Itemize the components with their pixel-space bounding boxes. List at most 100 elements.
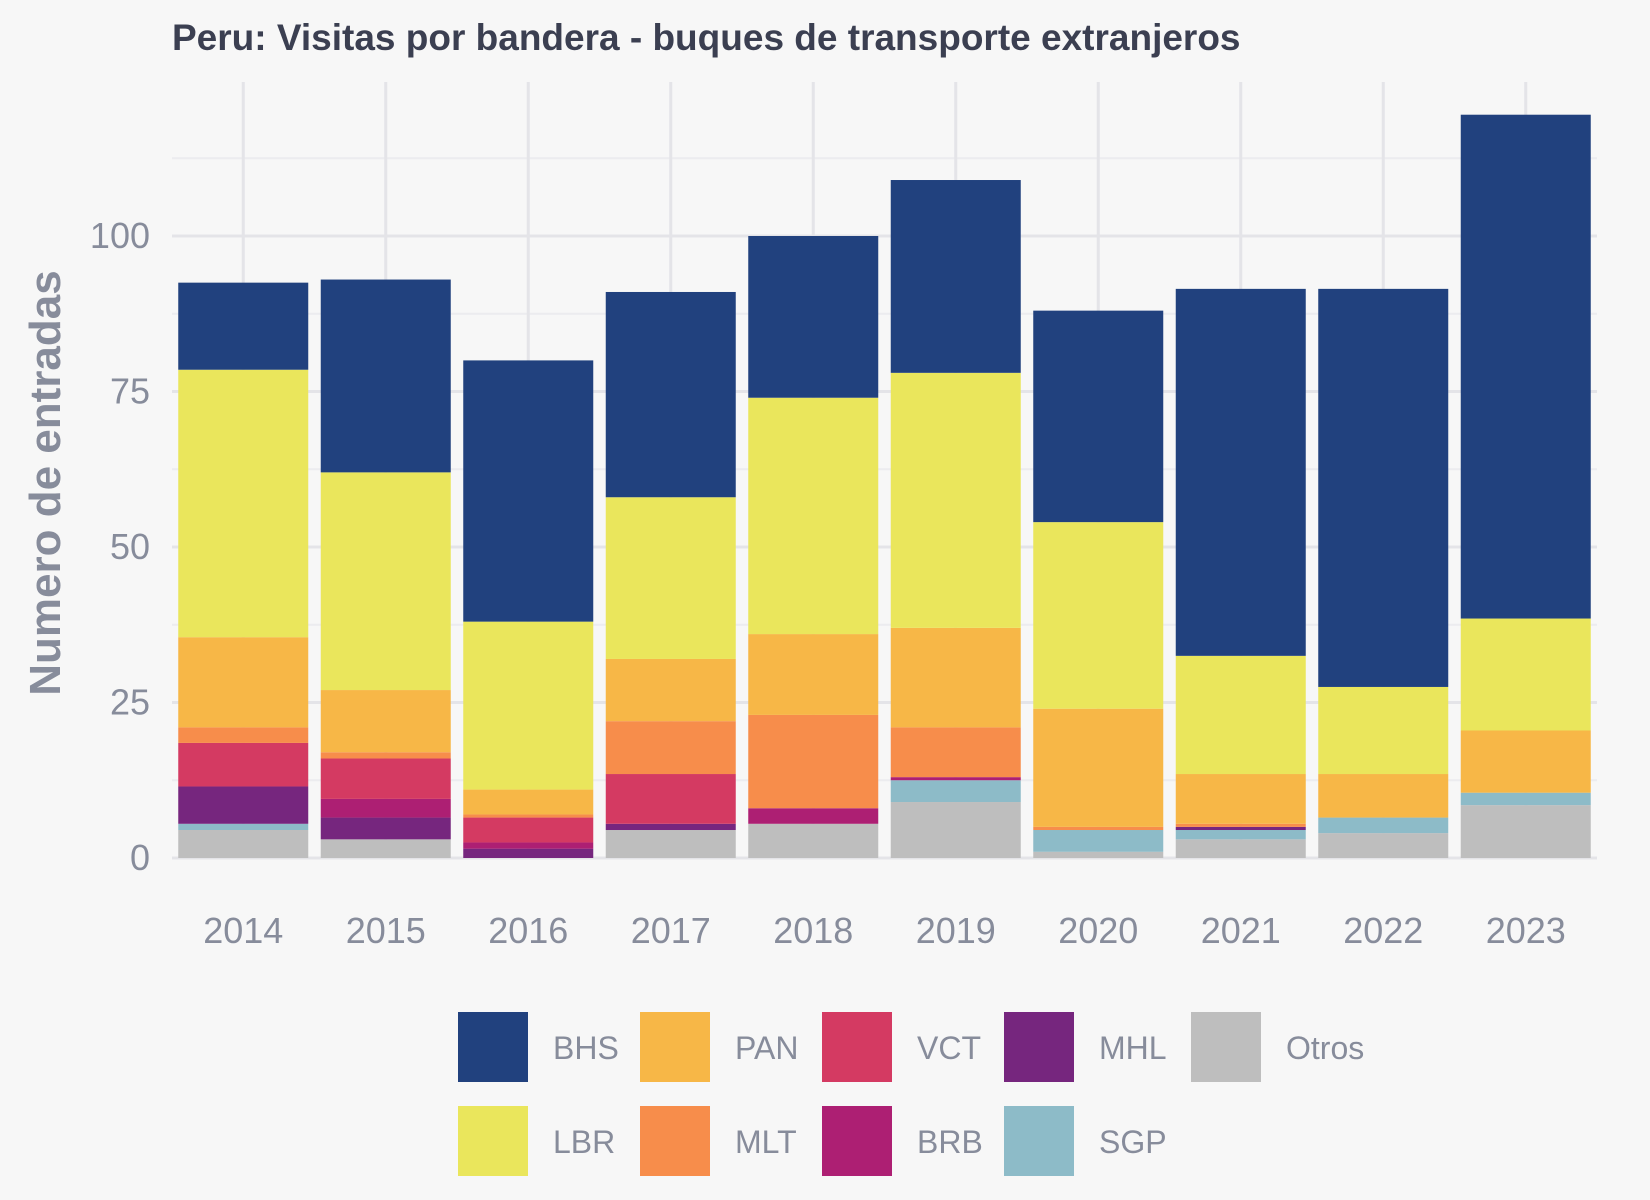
bar-segment-pan-2022 bbox=[1318, 774, 1449, 818]
bar-segment-pan-2016 bbox=[463, 789, 594, 815]
bar-segment-otros-2017 bbox=[605, 830, 736, 858]
chart-title: Peru: Visitas por bandera - buques de tr… bbox=[172, 17, 1241, 58]
legend-swatch-vct bbox=[822, 1012, 892, 1082]
y-tick-label: 75 bbox=[110, 371, 150, 412]
bar-segment-lbr-2018 bbox=[748, 397, 879, 635]
bar-segment-sgp-2021 bbox=[1175, 830, 1306, 840]
bar-segment-sgp-2014 bbox=[178, 823, 309, 831]
legend-label-mhl: MHL bbox=[1099, 1030, 1167, 1066]
legend-label-vct: VCT bbox=[917, 1030, 981, 1066]
bar-segment-pan-2021 bbox=[1175, 774, 1306, 824]
bar-segment-mlt-2014 bbox=[178, 727, 309, 743]
x-tick-label: 2019 bbox=[916, 910, 996, 951]
legend-swatch-pan bbox=[640, 1012, 710, 1082]
bar-segment-brb-2019 bbox=[890, 777, 1021, 781]
bar-segment-vct-2015 bbox=[320, 758, 451, 799]
legend-label-bhs: BHS bbox=[553, 1030, 619, 1066]
bar-segment-otros-2020 bbox=[1033, 851, 1164, 858]
bar-segment-lbr-2022 bbox=[1318, 686, 1449, 775]
bar-segment-bhs-2022 bbox=[1318, 288, 1449, 687]
legend: BHS PAN VCT MHL Otros LBR MLT BRB SGP bbox=[458, 1012, 1364, 1176]
bar-segment-lbr-2021 bbox=[1175, 655, 1306, 775]
bar-segment-mlt-2020 bbox=[1033, 826, 1164, 831]
bar-segment-mhl-2015 bbox=[320, 817, 451, 840]
x-tick-label: 2023 bbox=[1486, 910, 1566, 951]
legend-swatch-otros bbox=[1191, 1012, 1261, 1082]
bar-segment-lbr-2015 bbox=[320, 472, 451, 691]
bar-segment-mlt-2016 bbox=[463, 814, 594, 818]
x-tick-label: 2021 bbox=[1201, 910, 1281, 951]
bar-segment-pan-2020 bbox=[1033, 708, 1164, 827]
x-tick-label: 2017 bbox=[631, 910, 711, 951]
bar-segment-bhs-2023 bbox=[1460, 114, 1591, 619]
bar-segment-otros-2014 bbox=[178, 830, 309, 858]
y-tick-label: 50 bbox=[110, 526, 150, 567]
bar-segment-brb-2018 bbox=[748, 808, 879, 824]
x-tick-label: 2014 bbox=[203, 910, 283, 951]
bar-segment-pan-2015 bbox=[320, 690, 451, 753]
bar-segment-lbr-2014 bbox=[178, 369, 309, 638]
x-tick-label: 2016 bbox=[488, 910, 568, 951]
bar-segment-lbr-2016 bbox=[463, 621, 594, 790]
x-tick-label: 2015 bbox=[346, 910, 426, 951]
bar-segment-bhs-2016 bbox=[463, 360, 594, 622]
bar-segment-bhs-2014 bbox=[178, 282, 309, 370]
bar-segment-bhs-2017 bbox=[605, 291, 736, 498]
legend-swatch-mhl bbox=[1004, 1012, 1074, 1082]
bar-segment-brb-2016 bbox=[463, 842, 594, 849]
y-tick-label: 0 bbox=[130, 837, 150, 878]
bar-segment-mhl-2014 bbox=[178, 786, 309, 824]
bar-segment-lbr-2019 bbox=[890, 372, 1021, 628]
legend-label-brb: BRB bbox=[917, 1124, 983, 1160]
legend-label-otros: Otros bbox=[1286, 1030, 1364, 1066]
legend-swatch-brb bbox=[822, 1106, 892, 1176]
bar-segment-bhs-2015 bbox=[320, 279, 451, 473]
bar-segment-bhs-2021 bbox=[1175, 288, 1306, 656]
bar-segment-pan-2023 bbox=[1460, 730, 1591, 793]
bar-segment-otros-2022 bbox=[1318, 833, 1449, 858]
legend-swatch-sgp bbox=[1004, 1106, 1074, 1176]
bar-segment-sgp-2019 bbox=[890, 780, 1021, 803]
y-tick-label: 100 bbox=[90, 215, 150, 256]
bar-segment-otros-2018 bbox=[748, 823, 879, 858]
bar-segment-sgp-2023 bbox=[1460, 792, 1591, 806]
legend-label-pan: PAN bbox=[735, 1030, 798, 1066]
bar-segment-otros-2021 bbox=[1175, 839, 1306, 858]
bar-segment-lbr-2017 bbox=[605, 497, 736, 659]
bars bbox=[178, 114, 1591, 858]
bar-segment-vct-2016 bbox=[463, 817, 594, 843]
x-tick-label: 2020 bbox=[1058, 910, 1138, 951]
bar-segment-mhl-2021 bbox=[1175, 826, 1306, 831]
x-ticks: 2014 2015 2016 2017 2018 2019 2020 2021 2022 2023 bbox=[203, 910, 1566, 951]
legend-label-sgp: SGP bbox=[1099, 1124, 1167, 1160]
bar-segment-sgp-2022 bbox=[1318, 817, 1449, 834]
bar-segment-mlt-2021 bbox=[1175, 823, 1306, 827]
x-tick-label: 2022 bbox=[1343, 910, 1423, 951]
bar-segment-pan-2017 bbox=[605, 658, 736, 722]
y-ticks: 0 25 50 75 100 bbox=[90, 215, 150, 878]
legend-swatch-bhs bbox=[458, 1012, 528, 1082]
legend-label-lbr: LBR bbox=[553, 1124, 615, 1160]
legend-label-mlt: MLT bbox=[735, 1124, 797, 1160]
bar-segment-bhs-2018 bbox=[748, 236, 879, 398]
bar-segment-pan-2014 bbox=[178, 637, 309, 728]
bar-segment-lbr-2023 bbox=[1460, 618, 1591, 731]
bar-segment-lbr-2020 bbox=[1033, 522, 1164, 709]
bar-segment-mlt-2017 bbox=[605, 721, 736, 775]
bar-segment-mhl-2017 bbox=[605, 823, 736, 831]
legend-swatch-lbr bbox=[458, 1106, 528, 1176]
bar-segment-sgp-2020 bbox=[1033, 830, 1164, 852]
bar-segment-mlt-2015 bbox=[320, 752, 451, 759]
legend-swatch-mlt bbox=[640, 1106, 710, 1176]
bar-segment-mhl-2016 bbox=[463, 848, 594, 858]
bar-segment-bhs-2020 bbox=[1033, 310, 1164, 523]
bar-segment-bhs-2019 bbox=[890, 180, 1021, 373]
bar-segment-pan-2019 bbox=[890, 627, 1021, 728]
x-tick-label: 2018 bbox=[773, 910, 853, 951]
y-axis-label: Numero de entradas bbox=[21, 270, 70, 695]
bar-segment-brb-2015 bbox=[320, 798, 451, 818]
bar-segment-otros-2015 bbox=[320, 839, 451, 858]
bar-segment-pan-2018 bbox=[748, 634, 879, 715]
bar-segment-otros-2019 bbox=[890, 802, 1021, 858]
